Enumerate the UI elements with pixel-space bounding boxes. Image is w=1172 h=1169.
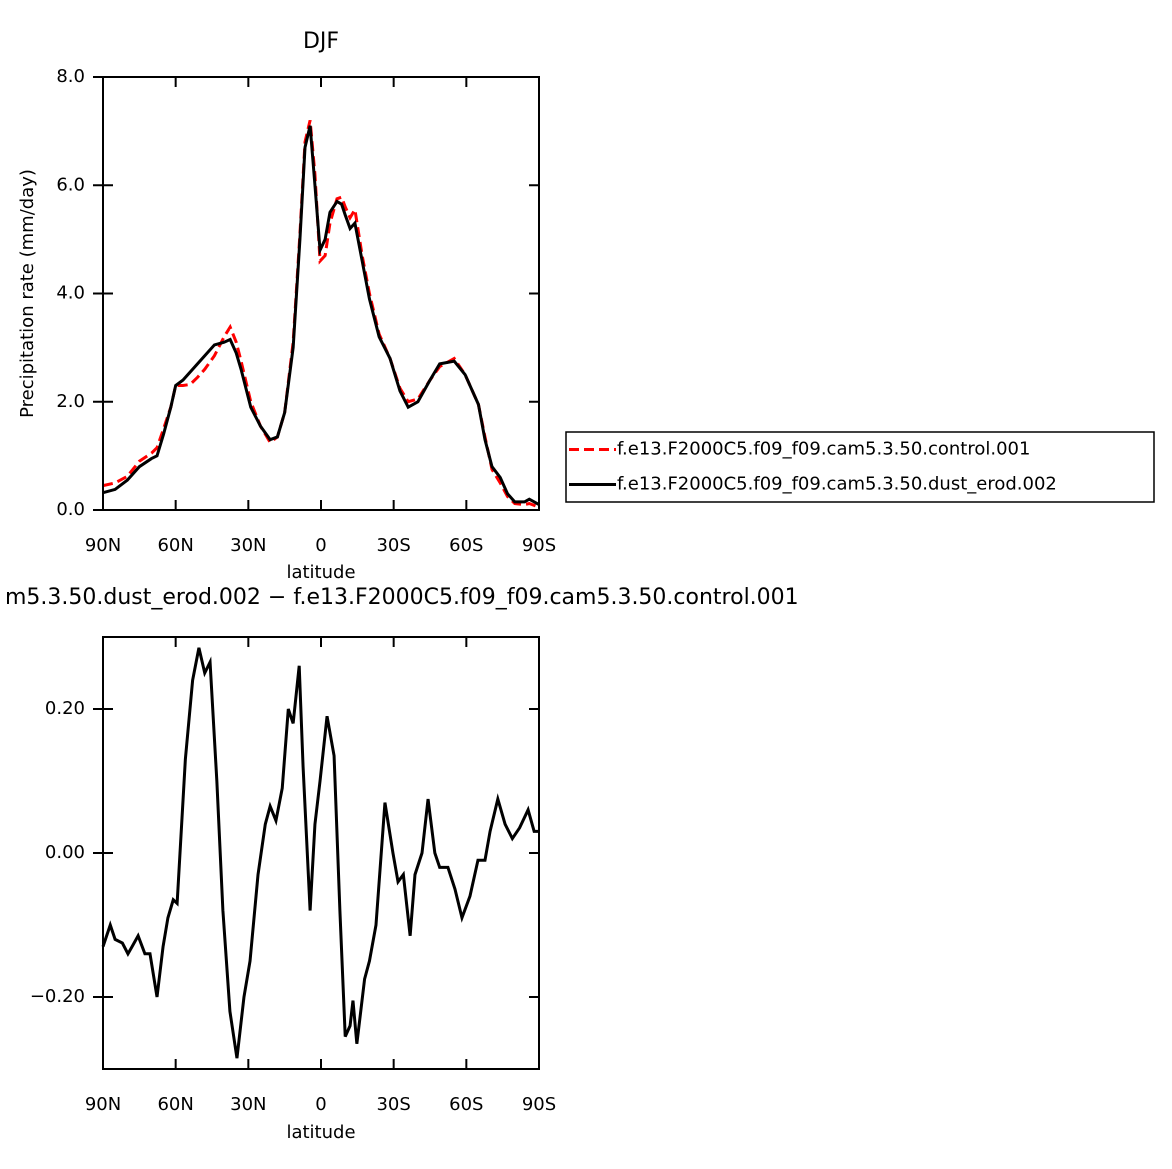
x-tick-label: 90N xyxy=(85,535,121,556)
plot-frame xyxy=(102,76,540,511)
x-tick-label: 0 xyxy=(315,535,326,556)
y-tick-label: 8.0 xyxy=(56,66,85,87)
x-axis-label: latitude xyxy=(286,562,355,583)
x-tick-label: 90S xyxy=(522,535,556,556)
x-tick-label: 0 xyxy=(315,1094,326,1115)
x-tick-label: 60S xyxy=(449,1094,483,1115)
x-tick-label: 30N xyxy=(230,535,266,556)
y-tick-label: 4.0 xyxy=(56,283,85,304)
x-tick-label: 30S xyxy=(376,535,410,556)
x-tick-label: 90N xyxy=(85,1094,121,1115)
data-line xyxy=(102,119,540,509)
legend-box xyxy=(565,431,1155,503)
y-tick-label: 0.00 xyxy=(45,842,85,863)
x-tick-label: 60N xyxy=(157,1094,193,1115)
y-tick-label: −0.20 xyxy=(30,986,85,1007)
chart-title: DJF xyxy=(303,29,339,54)
x-axis-label: latitude xyxy=(286,1122,355,1143)
data-line xyxy=(101,647,539,1059)
y-tick-label: 2.0 xyxy=(56,391,85,412)
x-tick-label: 30S xyxy=(376,1094,410,1115)
plot-frame xyxy=(102,636,540,1070)
legend-label: f.e13.F2000C5.f09_f09.cam5.3.50.control.… xyxy=(617,439,1030,460)
data-line xyxy=(102,125,540,506)
legend-label: f.e13.F2000C5.f09_f09.cam5.3.50.dust_ero… xyxy=(617,474,1057,495)
chart-title: m5.3.50.dust_erod.002 − f.e13.F2000C5.f0… xyxy=(5,585,799,610)
x-tick-label: 90S xyxy=(522,1094,556,1115)
y-tick-label: 0.0 xyxy=(56,499,85,520)
y-axis-label: Precipitation rate (mm/day) xyxy=(17,169,38,418)
x-tick-label: 60N xyxy=(157,535,193,556)
y-tick-label: 6.0 xyxy=(56,174,85,195)
x-tick-label: 30N xyxy=(230,1094,266,1115)
x-tick-label: 60S xyxy=(449,535,483,556)
y-tick-label: 0.20 xyxy=(45,698,85,719)
